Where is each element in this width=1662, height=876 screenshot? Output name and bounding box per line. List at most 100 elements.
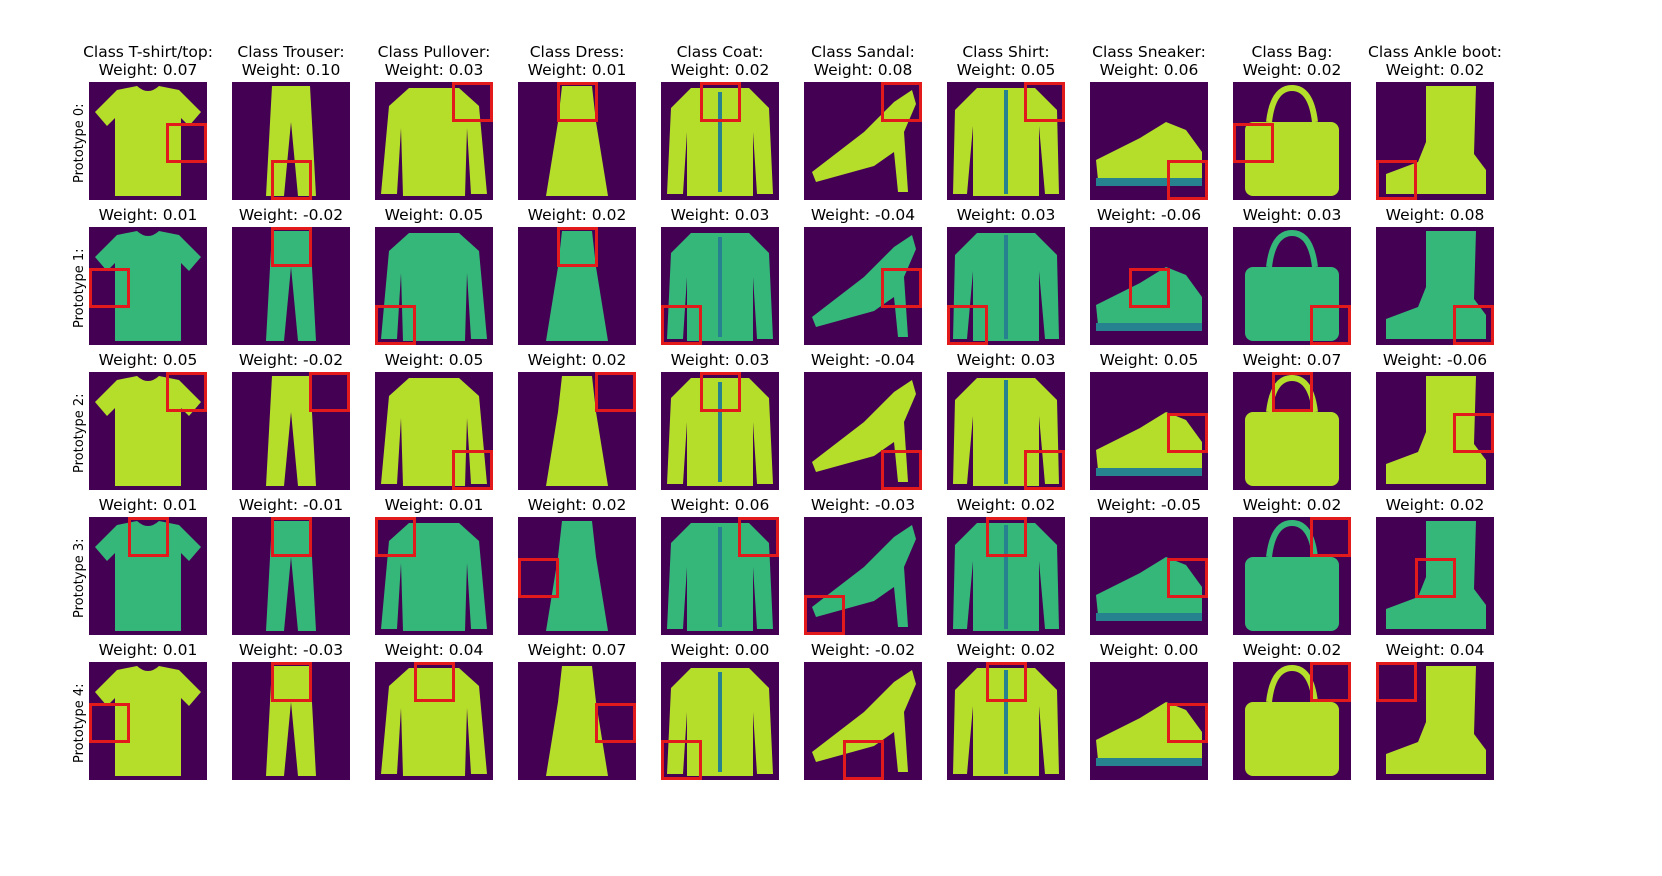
weight-label: Weight: 0.00 (1099, 641, 1199, 659)
highlight-box (1376, 160, 1417, 200)
prototype-image (1376, 372, 1494, 490)
highlight-box (309, 372, 350, 412)
class-weight: Weight: 0.05 (956, 61, 1056, 79)
shirt-icon (953, 378, 1059, 486)
weight-label: Weight: 0.01 (98, 641, 198, 659)
class-title: Class Dress: Weight: 0.01 (497, 43, 657, 79)
prototype-image (1090, 662, 1208, 780)
class-name: Class Sneaker: (1092, 43, 1206, 61)
class-name: Class Trouser: (237, 43, 345, 61)
highlight-box (881, 82, 922, 122)
highlight-box (128, 517, 169, 557)
coat-icon (667, 668, 773, 776)
pullover-icon (381, 523, 487, 631)
prototype-image (518, 662, 636, 780)
dress-icon (546, 521, 608, 631)
highlight-box (1233, 123, 1274, 163)
prototype-image (947, 517, 1065, 635)
weight-label: Weight: -0.02 (810, 641, 916, 659)
class-title: Class Trouser: Weight: 0.10 (211, 43, 371, 79)
prototype-image (232, 227, 350, 345)
prototype-image (1233, 662, 1351, 780)
class-title: Class Bag: Weight: 0.02 (1212, 43, 1372, 79)
trouser-icon (266, 376, 316, 486)
tshirt-icon (95, 86, 201, 196)
prototype-image (232, 372, 350, 490)
highlight-box (1272, 372, 1313, 412)
highlight-box (1167, 703, 1208, 743)
highlight-box (986, 517, 1027, 557)
sandal-icon (812, 90, 916, 192)
class-name: Class Dress: (529, 43, 625, 61)
row-label: Prototype 1: (72, 248, 87, 329)
class-title: Class Sandal: Weight: 0.08 (783, 43, 943, 79)
sneaker-icon (1096, 267, 1202, 331)
highlight-box (947, 305, 988, 345)
highlight-box (1167, 413, 1208, 453)
class-weight: Weight: 0.03 (384, 61, 484, 79)
prototype-image (375, 372, 493, 490)
class-title: Class Ankle boot: Weight: 0.02 (1355, 43, 1515, 79)
tshirt-icon (95, 231, 201, 341)
weight-label: Weight: 0.01 (98, 206, 198, 224)
prototype-image (89, 82, 207, 200)
highlight-box (375, 517, 416, 557)
weight-label: Weight: 0.08 (1385, 206, 1485, 224)
prototype-image (947, 82, 1065, 200)
prototype-image (661, 372, 779, 490)
weight-label: Weight: 0.02 (1242, 496, 1342, 514)
highlight-box (881, 450, 922, 490)
prototype-image (1233, 372, 1351, 490)
sneaker-icon (1096, 557, 1202, 621)
prototype-image (89, 372, 207, 490)
highlight-box (1310, 305, 1351, 345)
highlight-box (843, 740, 884, 780)
weight-label: Weight: 0.03 (670, 351, 770, 369)
prototype-image (232, 517, 350, 635)
prototype-image (661, 227, 779, 345)
class-weight: Weight: 0.08 (813, 61, 913, 79)
highlight-box (1453, 413, 1494, 453)
prototype-image (1376, 82, 1494, 200)
class-weight: Weight: 0.02 (1385, 61, 1485, 79)
prototype-image (1090, 227, 1208, 345)
highlight-box (1376, 662, 1417, 702)
class-name: Class Shirt: (962, 43, 1050, 61)
class-title: Class T-shirt/top: Weight: 0.07 (68, 43, 228, 79)
weight-label: Weight: 0.07 (527, 641, 627, 659)
weight-label: Weight: 0.04 (384, 641, 484, 659)
dress-icon (546, 376, 608, 486)
weight-label: Weight: 0.03 (956, 351, 1056, 369)
weight-label: Weight: 0.03 (1242, 206, 1342, 224)
highlight-box (661, 740, 702, 780)
ankle-boot-icon (1386, 666, 1486, 774)
prototype-image (661, 662, 779, 780)
prototype-image (518, 372, 636, 490)
prototype-image (89, 517, 207, 635)
sandal-icon (812, 380, 916, 482)
row-label: Prototype 2: (72, 393, 87, 474)
highlight-box (89, 268, 130, 308)
weight-label: Weight: 0.07 (1242, 351, 1342, 369)
ankle-boot-icon (1386, 376, 1486, 484)
prototype-image (804, 372, 922, 490)
highlight-box (1310, 517, 1351, 557)
highlight-box (881, 268, 922, 308)
class-weight: Weight: 0.10 (241, 61, 341, 79)
prototype-image (804, 227, 922, 345)
prototype-image (1376, 227, 1494, 345)
highlight-box (1310, 662, 1351, 702)
row-label: Prototype 3: (72, 538, 87, 619)
dress-icon (546, 666, 608, 776)
highlight-box (738, 517, 779, 557)
highlight-box (700, 372, 741, 412)
weight-label: Weight: 0.02 (1385, 496, 1485, 514)
sneaker-icon (1096, 412, 1202, 476)
weight-label: Weight: -0.03 (810, 496, 916, 514)
class-weight: Weight: 0.01 (527, 61, 627, 79)
weight-label: Weight: 0.03 (670, 206, 770, 224)
tshirt-icon (95, 666, 201, 776)
weight-label: Weight: 0.02 (527, 496, 627, 514)
sneaker-icon (1096, 702, 1202, 766)
